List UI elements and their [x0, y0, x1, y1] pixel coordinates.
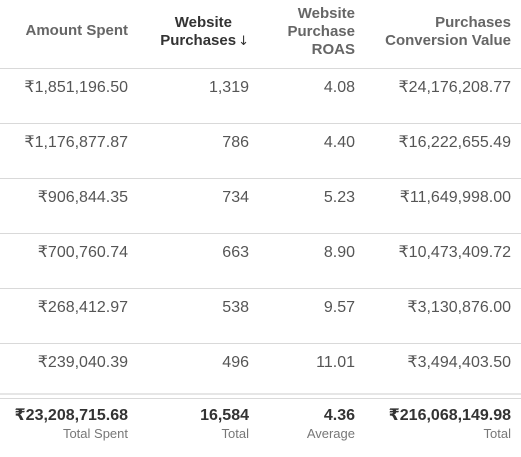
totals-row: ₹23,208,715.68 Total Spent 16,584 Total …	[0, 396, 521, 457]
conversion-value-cell: ₹3,494,403.50	[407, 354, 511, 371]
amount-spent-cell: ₹1,176,877.87	[24, 134, 128, 151]
roas-cell: 8.90	[323, 244, 355, 261]
results-table: Amount Spent Website Purchases ↓ Website …	[0, 0, 521, 399]
column-header-label: Purchases	[435, 14, 511, 31]
total-label: Total Spent	[62, 426, 128, 441]
column-header-label: Website	[297, 5, 355, 22]
total-value: 16,584	[200, 407, 249, 424]
column-header-website-purchase-roas[interactable]: Website Purchase ROAS	[287, 5, 355, 59]
amount-spent-cell: ₹906,844.35	[37, 189, 128, 206]
roas-cell: 4.40	[323, 134, 355, 151]
column-header-label: Website	[174, 14, 232, 31]
total-conversion-value: ₹216,068,149.98 Total	[389, 406, 511, 442]
table-row[interactable]: ₹1,176,877.87 786 4.40 ₹16,222,655.49	[0, 124, 521, 179]
total-value: 4.36	[323, 407, 355, 424]
amount-spent-cell: ₹268,412.97	[37, 299, 128, 316]
roas-cell: 9.57	[323, 299, 355, 316]
website-purchases-cell: 734	[222, 189, 249, 206]
website-purchases-cell: 538	[222, 299, 249, 316]
table-row[interactable]: ₹268,412.97 538 9.57 ₹3,130,876.00	[0, 289, 521, 344]
column-header-label: ROAS	[311, 41, 355, 58]
average-roas: 4.36 Average	[307, 406, 355, 442]
roas-cell: 11.01	[316, 354, 355, 371]
total-value: ₹216,068,149.98	[388, 407, 511, 424]
total-value: ₹23,208,715.68	[14, 407, 128, 424]
column-header-label: Amount Spent	[25, 22, 129, 39]
total-website-purchases: 16,584 Total	[200, 406, 249, 442]
website-purchases-cell: 663	[222, 244, 249, 261]
website-purchases-cell: 786	[222, 134, 249, 151]
website-purchases-cell: 1,319	[208, 79, 249, 96]
table-row[interactable]: ₹700,760.74 663 8.90 ₹10,473,409.72	[0, 234, 521, 289]
roas-cell: 5.23	[323, 189, 355, 206]
total-amount-spent: ₹23,208,715.68 Total Spent	[15, 406, 128, 442]
column-header-purchases-conversion-value[interactable]: Purchases Conversion Value	[385, 14, 511, 50]
totals-divider	[0, 393, 521, 395]
total-label: Total	[483, 426, 511, 441]
total-label: Average	[306, 426, 355, 441]
conversion-value-cell: ₹16,222,655.49	[398, 134, 512, 151]
table-row[interactable]: ₹1,851,196.50 1,319 4.08 ₹24,176,208.77	[0, 69, 521, 124]
column-header-label: Conversion Value	[385, 32, 511, 49]
column-header-label: Purchase	[287, 23, 355, 40]
conversion-value-cell: ₹24,176,208.77	[398, 79, 512, 96]
website-purchases-cell: 496	[222, 354, 249, 371]
conversion-value-cell: ₹10,473,409.72	[398, 244, 512, 261]
conversion-value-cell: ₹3,130,876.00	[407, 299, 511, 316]
amount-spent-cell: ₹700,760.74	[37, 244, 128, 261]
column-header-website-purchases[interactable]: Website Purchases ↓	[160, 14, 249, 51]
roas-cell: 4.08	[323, 79, 355, 96]
column-header-label: Purchases	[160, 32, 237, 49]
table-header: Amount Spent Website Purchases ↓ Website …	[0, 0, 521, 69]
conversion-value-cell: ₹11,649,998.00	[399, 189, 511, 206]
total-label: Total	[221, 426, 249, 441]
column-header-amount-spent[interactable]: Amount Spent	[26, 22, 129, 40]
table-row[interactable]: ₹906,844.35 734 5.23 ₹11,649,998.00	[0, 179, 521, 234]
table-row[interactable]: ₹239,040.39 496 11.01 ₹3,494,403.50	[0, 344, 521, 399]
amount-spent-cell: ₹1,851,196.50	[24, 79, 128, 96]
amount-spent-cell: ₹239,040.39	[37, 354, 128, 371]
sort-descending-icon[interactable]: ↓	[238, 34, 249, 49]
